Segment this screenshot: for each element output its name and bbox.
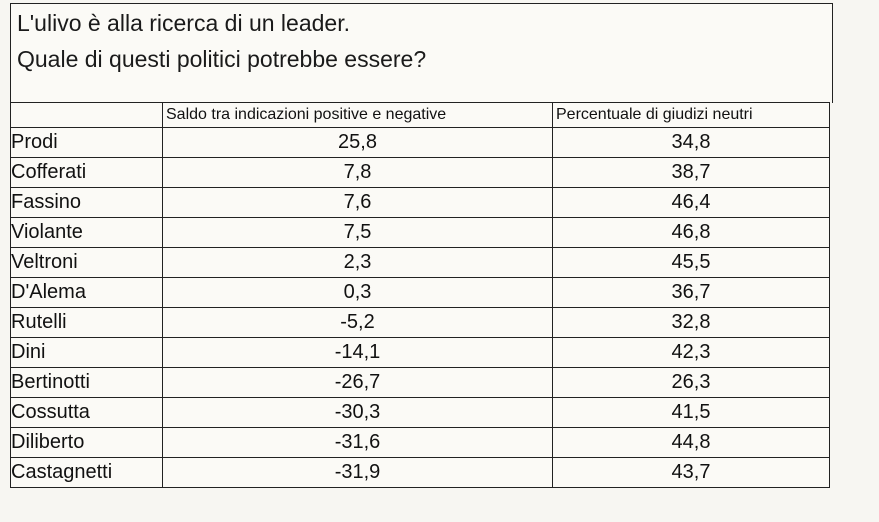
table-row: Diliberto -31,6 44,8 (10, 427, 830, 458)
title-line-2: Quale di questi politici potrebbe essere… (17, 46, 427, 72)
table-row: Bertinotti -26,7 26,3 (10, 367, 830, 398)
saldo-value: -5,2 (162, 307, 553, 338)
neutri-value: 43,7 (552, 457, 830, 488)
saldo-value: 0,3 (162, 277, 553, 308)
neutri-value: 45,5 (552, 247, 830, 278)
politician-name: Fassino (10, 187, 163, 218)
table-row: Violante 7,5 46,8 (10, 217, 830, 248)
header-saldo: Saldo tra indicazioni positive e negativ… (162, 102, 553, 128)
saldo-value: -31,9 (162, 457, 553, 488)
politician-name: D'Alema (10, 277, 163, 308)
neutri-value: 34,8 (552, 127, 830, 158)
saldo-value: 7,5 (162, 217, 553, 248)
saldo-value: 7,8 (162, 157, 553, 188)
politician-name: Diliberto (10, 427, 163, 458)
saldo-value: 2,3 (162, 247, 553, 278)
neutri-value: 26,3 (552, 367, 830, 398)
table-row: Cossutta -30,3 41,5 (10, 397, 830, 428)
politician-name: Dini (10, 337, 163, 368)
saldo-value: -31,6 (162, 427, 553, 458)
header-name (10, 102, 163, 128)
politician-name: Veltroni (10, 247, 163, 278)
saldo-value: 7,6 (162, 187, 553, 218)
table-row: Rutelli -5,2 32,8 (10, 307, 830, 338)
table-row: Fassino 7,6 46,4 (10, 187, 830, 218)
title-line-1: L'ulivo è alla ricerca di un leader. (17, 10, 350, 36)
politician-name: Violante (10, 217, 163, 248)
neutri-value: 46,4 (552, 187, 830, 218)
neutri-value: 46,8 (552, 217, 830, 248)
politician-name: Cossutta (10, 397, 163, 428)
table-row: Prodi 25,8 34,8 (10, 127, 830, 158)
saldo-value: -26,7 (162, 367, 553, 398)
neutri-value: 36,7 (552, 277, 830, 308)
header-row: Saldo tra indicazioni positive e negativ… (10, 102, 830, 128)
politician-name: Rutelli (10, 307, 163, 338)
saldo-value: -14,1 (162, 337, 553, 368)
neutri-value: 41,5 (552, 397, 830, 428)
neutri-value: 44,8 (552, 427, 830, 458)
politician-name: Bertinotti (10, 367, 163, 398)
poll-table: Saldo tra indicazioni positive e negativ… (10, 102, 830, 488)
title-box: L'ulivo è alla ricerca di un leader. Qua… (10, 3, 833, 103)
politician-name: Prodi (10, 127, 163, 158)
neutri-value: 42,3 (552, 337, 830, 368)
table-row: Veltroni 2,3 45,5 (10, 247, 830, 278)
table-row: Castagnetti -31,9 43,7 (10, 457, 830, 488)
saldo-value: -30,3 (162, 397, 553, 428)
politician-name: Castagnetti (10, 457, 163, 488)
header-neutri: Percentuale di giudizi neutri (552, 102, 830, 128)
politician-name: Cofferati (10, 157, 163, 188)
table-row: Cofferati 7,8 38,7 (10, 157, 830, 188)
table-row: D'Alema 0,3 36,7 (10, 277, 830, 308)
saldo-value: 25,8 (162, 127, 553, 158)
neutri-value: 32,8 (552, 307, 830, 338)
neutri-value: 38,7 (552, 157, 830, 188)
table-row: Dini -14,1 42,3 (10, 337, 830, 368)
